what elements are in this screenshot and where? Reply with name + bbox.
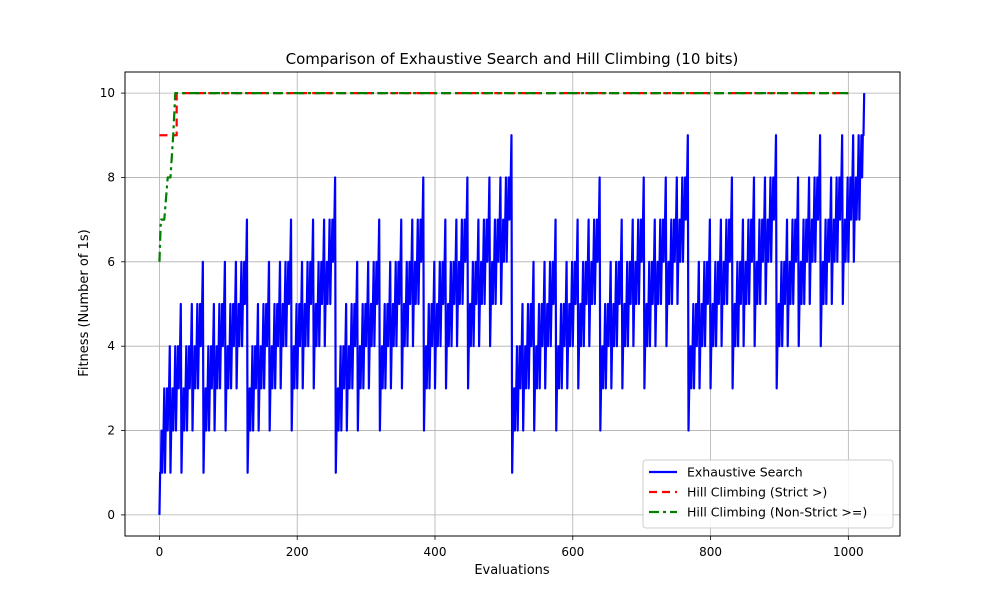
- axis-ticks: 0 200 400 600 800 1000 0 2 4 6 8 10: [100, 86, 864, 559]
- legend-label: Exhaustive Search: [687, 465, 803, 480]
- x-axis-label: Evaluations: [474, 563, 550, 578]
- y-tick-label: 2: [107, 424, 115, 438]
- x-tick-label: 200: [286, 545, 309, 559]
- y-tick-label: 6: [107, 255, 115, 269]
- x-tick-label: 1000: [833, 545, 864, 559]
- series-line-3: [158, 91, 849, 262]
- series-line-2: [159, 91, 849, 137]
- y-tick-label: 4: [107, 339, 115, 353]
- series-line-1: [158, 93, 866, 515]
- y-axis-label: Fitness (Number of 1s): [77, 229, 92, 376]
- x-tick-label: 600: [561, 545, 584, 559]
- y-tick-label: 10: [100, 86, 115, 100]
- legend-box: [642, 459, 894, 529]
- y-tick-label: 8: [107, 170, 115, 184]
- x-tick-label: 0: [156, 545, 164, 559]
- x-tick-label: 400: [424, 545, 447, 559]
- y-tick-label: 0: [107, 508, 115, 522]
- legend: Exhaustive Search Hill Climbing (Strict >…: [642, 459, 894, 529]
- plot-frame: [124, 71, 901, 537]
- series-group: [158, 91, 866, 515]
- chart-title: Comparison of Exhaustive Search and Hill…: [286, 50, 739, 68]
- x-tick-label: 800: [699, 545, 722, 559]
- legend-label: Hill Climbing (Non-Strict >=): [687, 505, 867, 520]
- legend-label: Hill Climbing (Strict >): [687, 485, 827, 500]
